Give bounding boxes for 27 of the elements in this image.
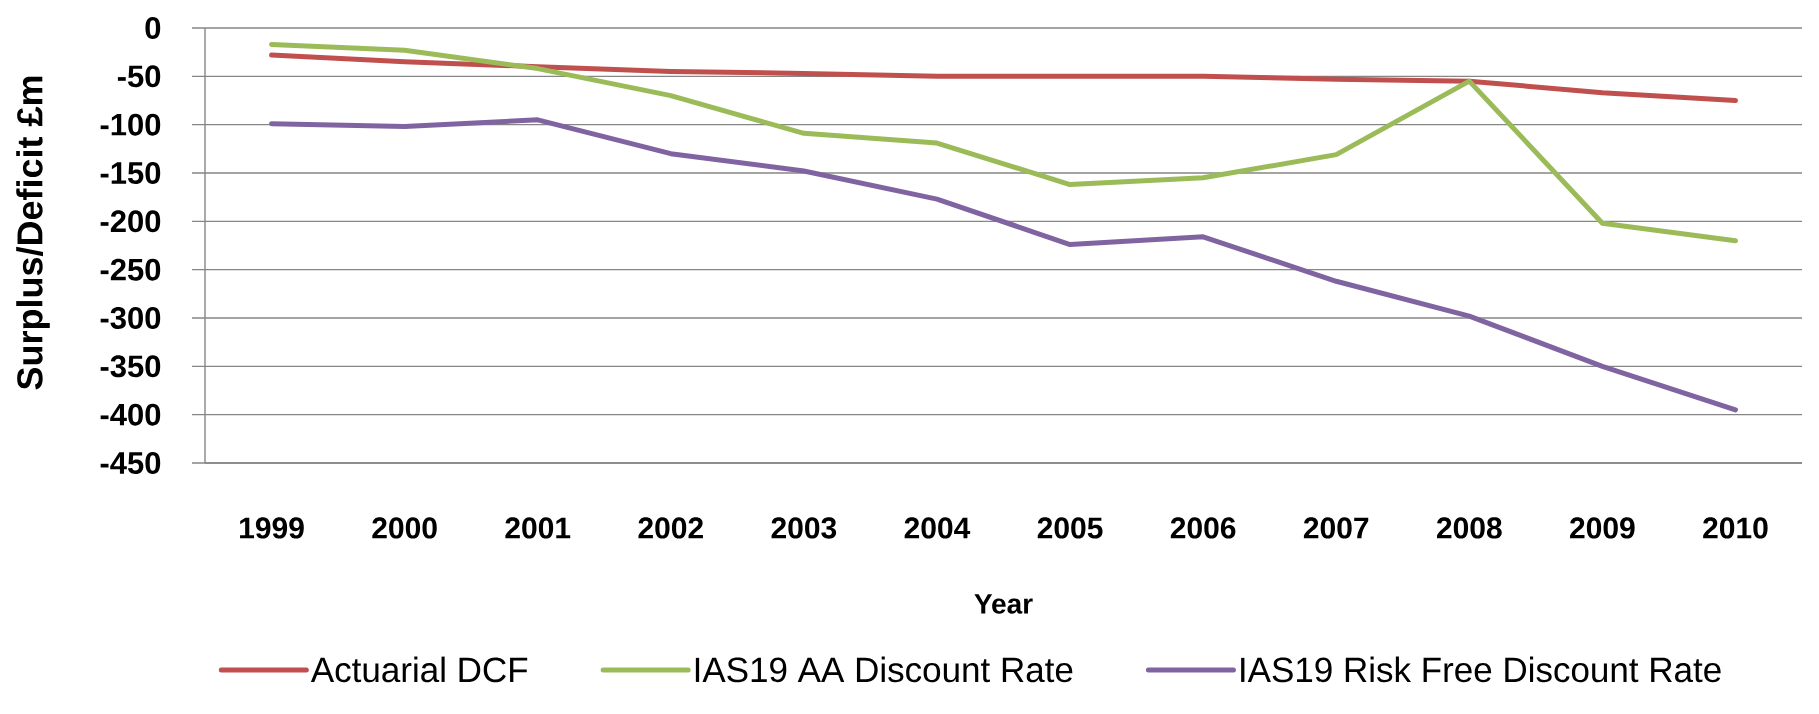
x-tick-label: 2008 [1436,517,1502,539]
legend-label: Actuarial DCF [310,656,528,683]
x-tick-label: 2003 [771,517,837,539]
x-tick-label: 2000 [372,517,437,539]
y-tick-label: -150 [100,162,161,184]
legend-label: IAS19 Risk Free Discount Rate [1241,656,1721,683]
y-tick-label: -400 [100,403,161,426]
y-tick-label: -450 [100,452,161,474]
y-tick-label: -300 [100,307,161,329]
y-tick-label: -250 [100,258,161,281]
y-axis-title: Surplus/Deficit £m [16,76,50,390]
x-tick-label: 2002 [638,517,703,539]
y-tick-label: -350 [100,355,161,378]
legend-label: IAS19 AA Discount Rate [695,656,1073,683]
y-tick-label: -50 [117,65,161,88]
x-tick-label: 2001 [505,517,571,539]
x-tick-label: 2005 [1037,517,1103,539]
x-tick-label: 2009 [1570,517,1635,539]
x-tick-label: 1999 [240,517,304,539]
y-tick-label: -100 [100,113,161,136]
y-tick-label: 0 [145,17,161,39]
x-tick-label: 2006 [1170,517,1236,539]
x-tick-label: 2010 [1703,517,1768,539]
x-axis-title: Year [974,594,1033,614]
y-tick-label: -200 [100,210,161,233]
x-tick-label: 2007 [1303,517,1369,539]
x-tick-label: 2004 [904,517,971,539]
